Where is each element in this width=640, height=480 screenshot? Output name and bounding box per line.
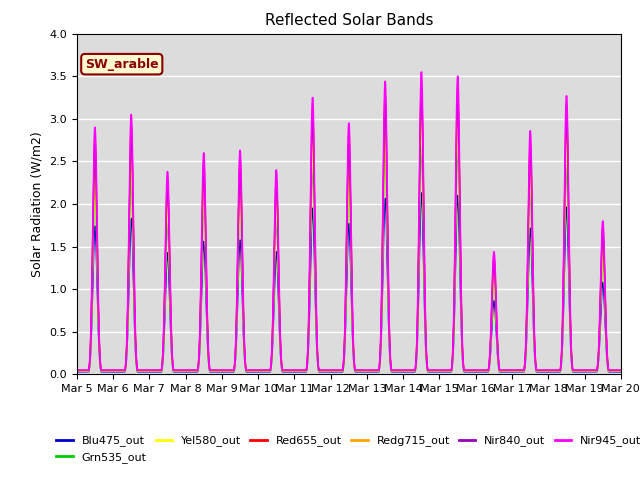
Text: SW_arable: SW_arable <box>85 58 159 71</box>
Line: Red655_out: Red655_out <box>77 84 621 370</box>
Redg715_out <box>471 368 479 373</box>
Redg715_out <box>73 368 81 373</box>
Blu475_out <box>471 369 479 375</box>
Nir945_out <box>328 367 336 373</box>
Nir945_out <box>417 69 425 75</box>
Redg715_out <box>617 368 625 373</box>
Redg715_out <box>328 368 336 373</box>
Grn535_out <box>616 368 624 374</box>
Red655_out <box>502 367 509 373</box>
Red655_out <box>328 367 336 373</box>
Grn535_out <box>171 368 179 374</box>
Red655_out <box>617 367 625 373</box>
Grn535_out <box>471 368 479 374</box>
Yel580_out <box>617 368 625 374</box>
Yel580_out <box>73 368 81 374</box>
Grn535_out <box>328 368 336 374</box>
Redg715_out <box>417 105 425 111</box>
Line: Yel580_out: Yel580_out <box>77 126 621 371</box>
Line: Grn535_out: Grn535_out <box>77 147 621 371</box>
Red655_out <box>616 367 624 373</box>
Yel580_out <box>616 368 624 374</box>
Nir840_out <box>73 368 81 373</box>
Nir840_out <box>171 368 179 373</box>
Yel580_out <box>328 368 336 374</box>
Grn535_out <box>417 144 425 150</box>
Yel580_out <box>417 123 425 129</box>
Redg715_out <box>502 368 509 373</box>
Title: Reflected Solar Bands: Reflected Solar Bands <box>264 13 433 28</box>
Red655_out <box>73 367 81 373</box>
Grn535_out <box>441 368 449 374</box>
Nir945_out <box>171 367 179 373</box>
Nir840_out <box>471 368 479 373</box>
Grn535_out <box>73 368 81 374</box>
Red655_out <box>471 367 479 373</box>
Nir840_out <box>616 368 624 373</box>
Nir840_out <box>328 368 336 373</box>
Red655_out <box>417 81 425 87</box>
Nir945_out <box>616 367 624 373</box>
Red655_out <box>171 367 179 373</box>
Blu475_out <box>616 369 624 375</box>
Blu475_out <box>328 369 336 375</box>
Nir840_out <box>417 93 425 99</box>
Line: Blu475_out: Blu475_out <box>77 193 621 372</box>
Redg715_out <box>616 368 624 373</box>
Blu475_out <box>171 369 179 375</box>
Nir945_out <box>441 367 449 373</box>
Nir840_out <box>617 368 625 373</box>
Yel580_out <box>171 368 179 374</box>
Grn535_out <box>502 368 509 374</box>
Y-axis label: Solar Radiation (W/m2): Solar Radiation (W/m2) <box>31 131 44 277</box>
Blu475_out <box>417 190 425 196</box>
Yel580_out <box>441 368 449 374</box>
Red655_out <box>441 367 449 373</box>
Redg715_out <box>171 368 179 373</box>
Redg715_out <box>441 368 449 373</box>
Blu475_out <box>502 369 509 375</box>
Nir945_out <box>73 367 81 373</box>
Yel580_out <box>471 368 479 374</box>
Blu475_out <box>73 369 81 375</box>
Blu475_out <box>617 369 625 375</box>
Nir945_out <box>502 367 509 373</box>
Grn535_out <box>617 368 625 374</box>
Yel580_out <box>502 368 509 374</box>
Line: Redg715_out: Redg715_out <box>77 108 621 371</box>
Line: Nir945_out: Nir945_out <box>77 72 621 370</box>
Nir945_out <box>617 367 625 373</box>
Nir840_out <box>502 368 509 373</box>
Nir840_out <box>441 368 449 373</box>
Blu475_out <box>441 369 449 375</box>
Line: Nir840_out: Nir840_out <box>77 96 621 371</box>
Nir945_out <box>471 367 479 373</box>
Legend: Blu475_out, Grn535_out, Yel580_out, Red655_out, Redg715_out, Nir840_out, Nir945_: Blu475_out, Grn535_out, Yel580_out, Red6… <box>52 431 640 468</box>
